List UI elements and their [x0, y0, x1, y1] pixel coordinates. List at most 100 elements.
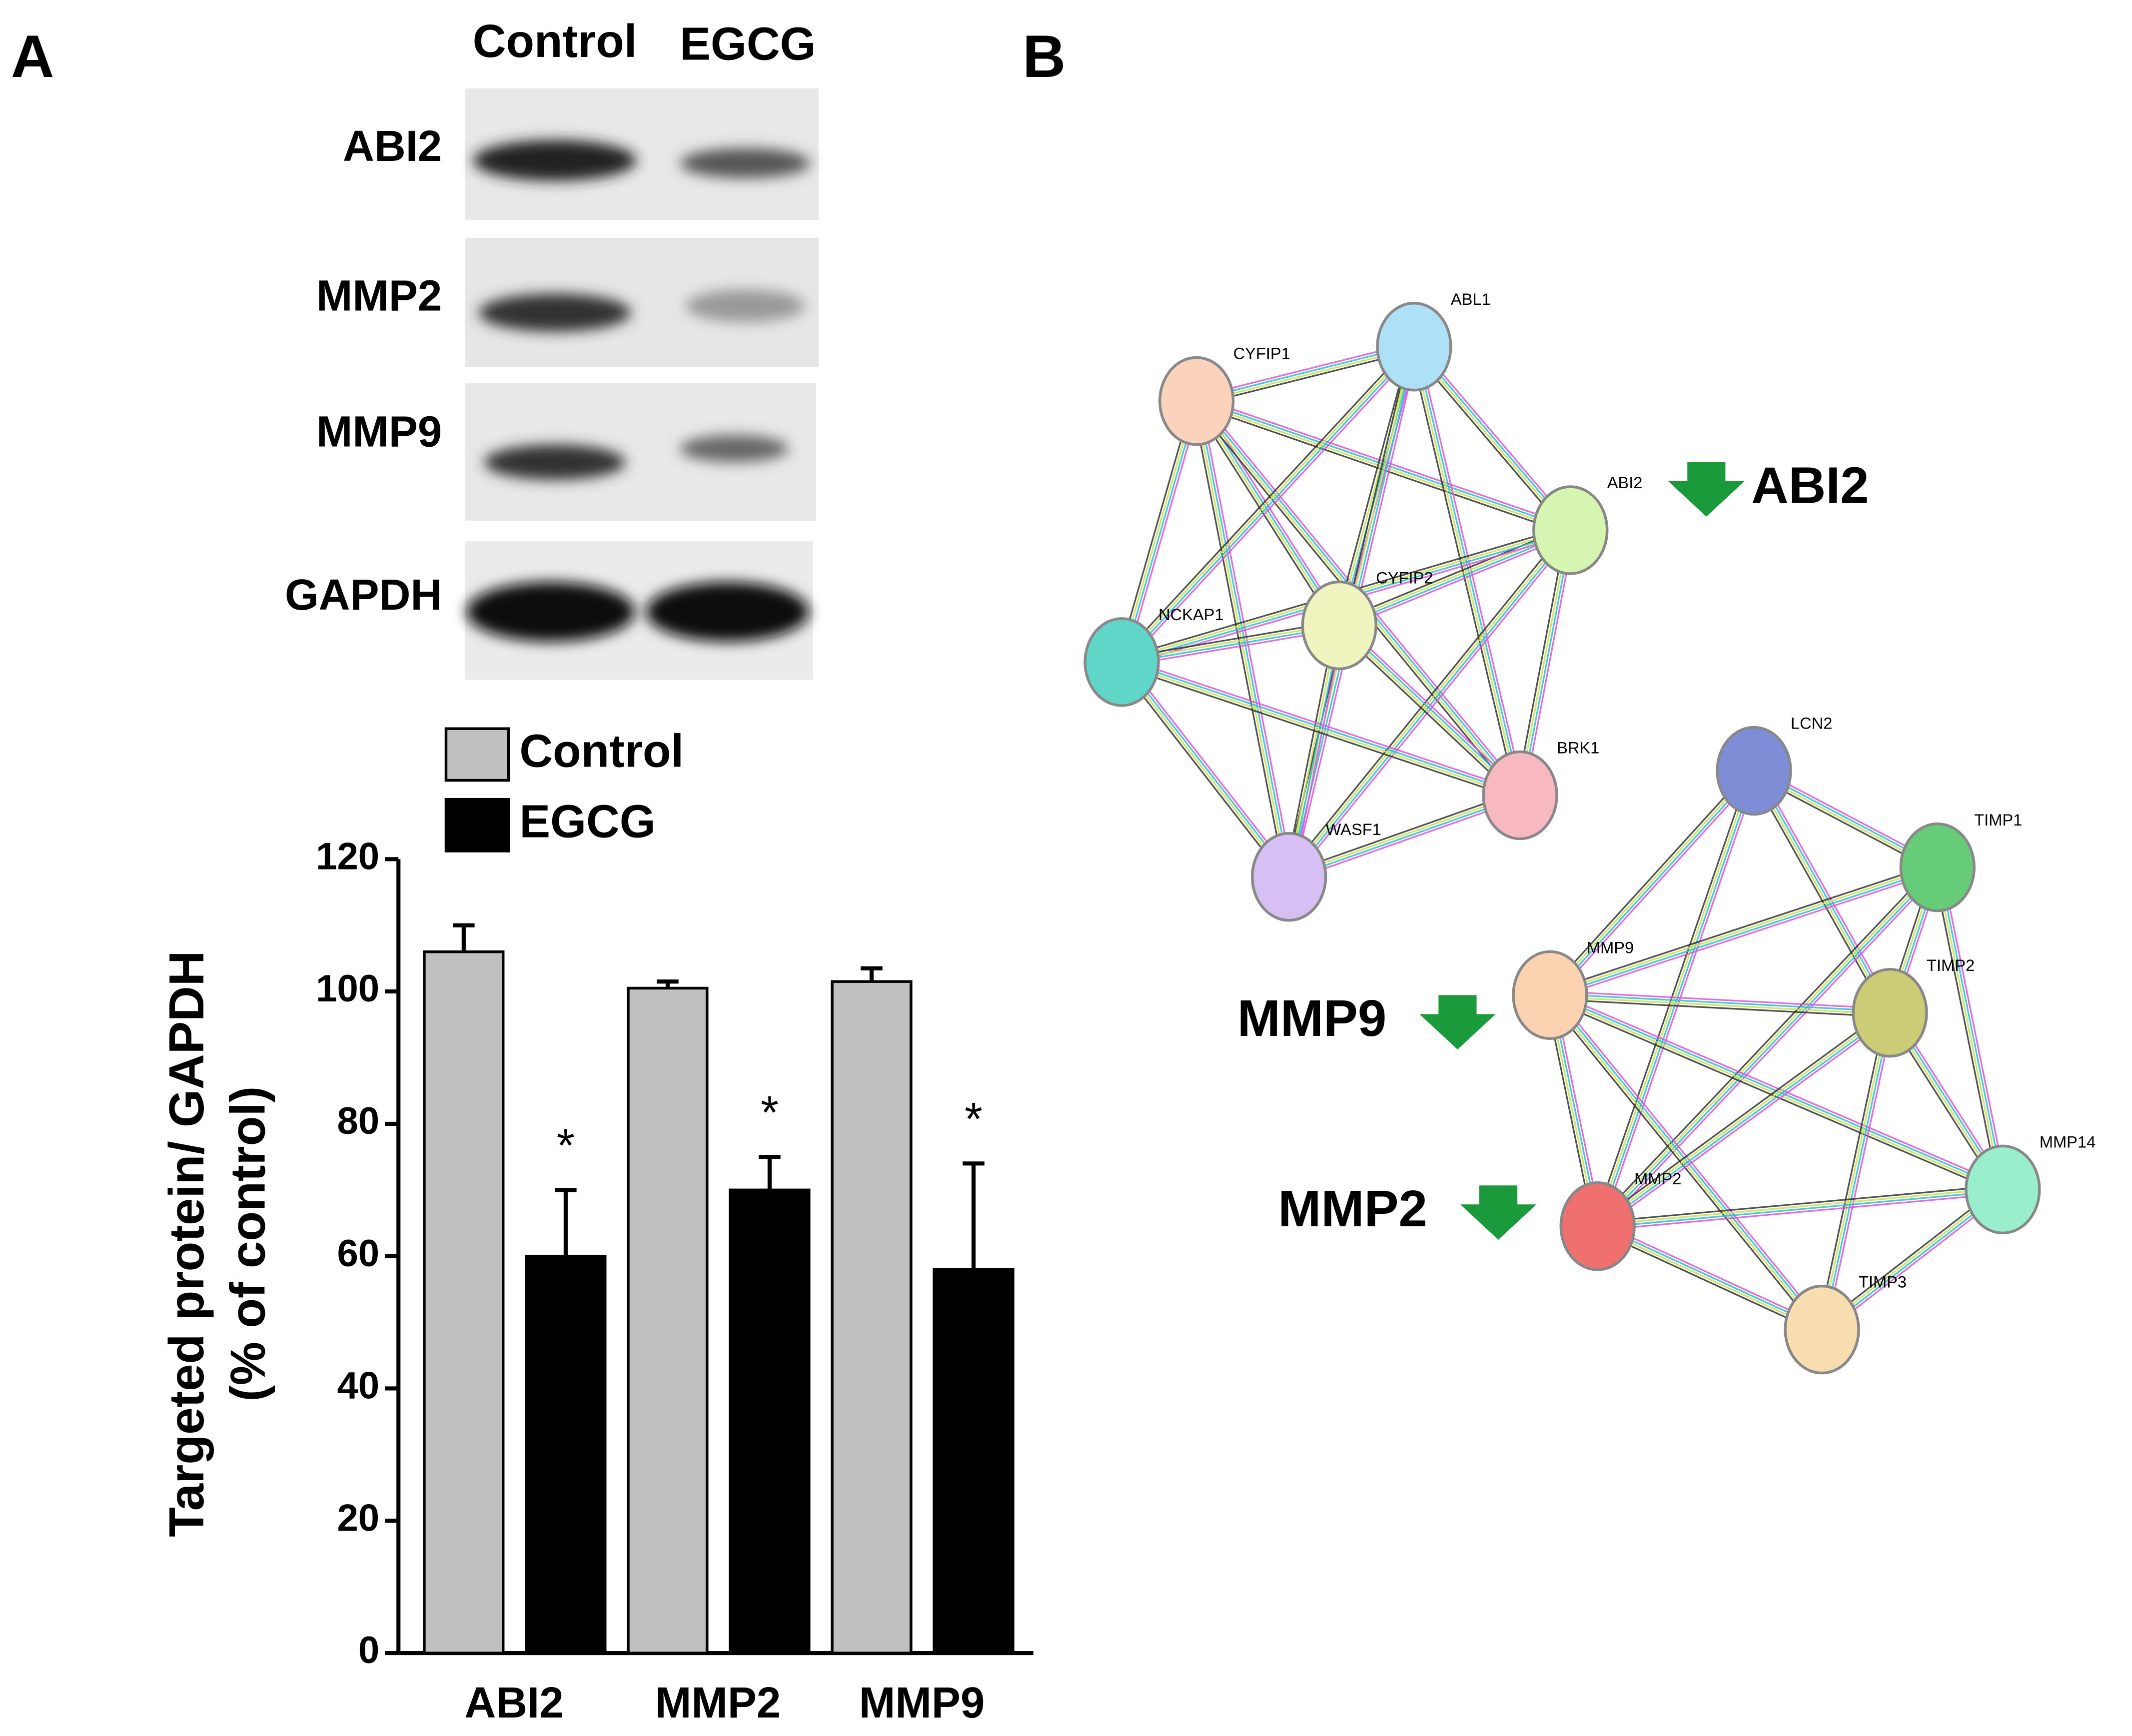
network-edge [1337, 346, 1414, 626]
network-edge [1546, 767, 1752, 993]
network-edge [1119, 400, 1196, 662]
network-node [1852, 967, 1928, 1058]
network-edge [1337, 626, 1520, 797]
blot-column-label: EGCG [680, 18, 816, 70]
y-axis-label: Targeted protein/ GAPDH [159, 951, 214, 1537]
network-edge [1550, 990, 1891, 1010]
network-edge [1334, 345, 1411, 625]
network-edge [1552, 773, 1758, 998]
node-label: BRK1 [1557, 739, 1599, 757]
network-edge [1341, 622, 1524, 793]
network-edge [1598, 1013, 1892, 1228]
blot-row-label: MMP2 [316, 271, 442, 320]
blot-band [473, 140, 637, 181]
blot-row-label: MMP9 [316, 408, 442, 456]
node-label: TIMP2 [1927, 956, 1975, 974]
highlight-label: ABI2 [1751, 456, 1869, 514]
y-tick-label: 60 [337, 1232, 379, 1275]
x-tick-label: MMP2 [655, 1679, 781, 1727]
highlight-label: MMP9 [1237, 989, 1387, 1047]
network-edge [1291, 532, 1574, 880]
bar [729, 1188, 811, 1655]
network-edge [1757, 768, 1895, 1011]
network-edge [1192, 403, 1337, 628]
bar [423, 950, 505, 1655]
network-edge [1339, 624, 1522, 795]
network-edge [1120, 662, 1289, 878]
node-label: MMP2 [1634, 1169, 1681, 1188]
x-tick-label: ABI2 [464, 1679, 563, 1727]
legend-swatch [444, 798, 510, 853]
network-node [1532, 485, 1609, 575]
network-node [1965, 1144, 2041, 1235]
network-edge [1122, 661, 1291, 877]
bar [525, 1254, 607, 1655]
blot-band [680, 435, 789, 462]
network-edge [1199, 400, 1294, 876]
network-edge [1338, 528, 1570, 625]
network-edge [1820, 1012, 1890, 1330]
network-edge [1121, 662, 1520, 798]
legend-swatch [444, 727, 510, 782]
y-tick-label: 40 [337, 1365, 379, 1407]
network-edge [1596, 866, 1938, 1226]
network-edge [1122, 347, 1416, 664]
network-edge [1339, 346, 1416, 626]
significance-mark: * [761, 1086, 779, 1138]
node-label: TIMP1 [1974, 811, 2022, 829]
network-edge [1598, 771, 1756, 1227]
network-edge [1287, 791, 1519, 874]
network-edge [1289, 796, 1521, 879]
network-edge [1518, 530, 1570, 796]
network: CYFIP1 ABL1 ABI2 CYFIP2 NCKAP1 BRK1 WASF1 LCN2 T… [1083, 290, 2096, 1375]
blot [465, 88, 819, 680]
network-node [1083, 617, 1160, 707]
network-edge [1549, 998, 1890, 1018]
network-edge [1336, 628, 1518, 799]
network-edge [1120, 665, 1519, 800]
network-node [1376, 301, 1452, 392]
bar [831, 980, 913, 1655]
y-tick-label: 100 [316, 967, 379, 1010]
network-edge [1340, 533, 1573, 630]
network-edge [1289, 530, 1572, 878]
network-edge [1290, 798, 1522, 881]
network-edge [1822, 1012, 1892, 1330]
network-edge [1825, 1013, 1895, 1331]
network-node [1512, 950, 1588, 1040]
network-edge [1597, 1190, 2003, 1229]
bar [627, 986, 709, 1655]
network-edge [1598, 1192, 2004, 1231]
network-edge [1409, 347, 1517, 797]
blot-row-label: ABI2 [343, 122, 442, 170]
node-label: ABL1 [1451, 290, 1491, 308]
network-edge [1551, 870, 1939, 1000]
network-edge [1342, 347, 1419, 627]
y-tick-label: 120 [316, 835, 379, 877]
node-label: MMP14 [2040, 1133, 2096, 1151]
network-edge [1124, 659, 1293, 875]
panel-label: A [11, 23, 54, 90]
down-arrow [1668, 462, 1745, 517]
network-edge [1597, 1184, 2003, 1223]
panel-label: B [1023, 23, 1066, 90]
network-edge [1550, 771, 1756, 997]
network-edge [1598, 1224, 1823, 1329]
node-label: CYFIP2 [1376, 569, 1433, 587]
network-edge [1933, 868, 2000, 1191]
y-tick-label: 0 [358, 1629, 379, 1672]
blot-row-label: GAPDH [285, 571, 442, 619]
network-edge [1594, 1008, 1888, 1224]
network-edge [1197, 400, 1291, 877]
network-edge [1935, 867, 2003, 1190]
blot-band [466, 582, 635, 642]
network-node [1784, 1284, 1860, 1375]
network-edge [1124, 349, 1418, 666]
network-edge [1817, 1011, 1887, 1329]
network-node [1559, 1181, 1636, 1271]
x-tick-label: MMP9 [859, 1679, 985, 1727]
y-tick-label: 80 [337, 1100, 379, 1142]
network-edge [1598, 868, 1939, 1228]
